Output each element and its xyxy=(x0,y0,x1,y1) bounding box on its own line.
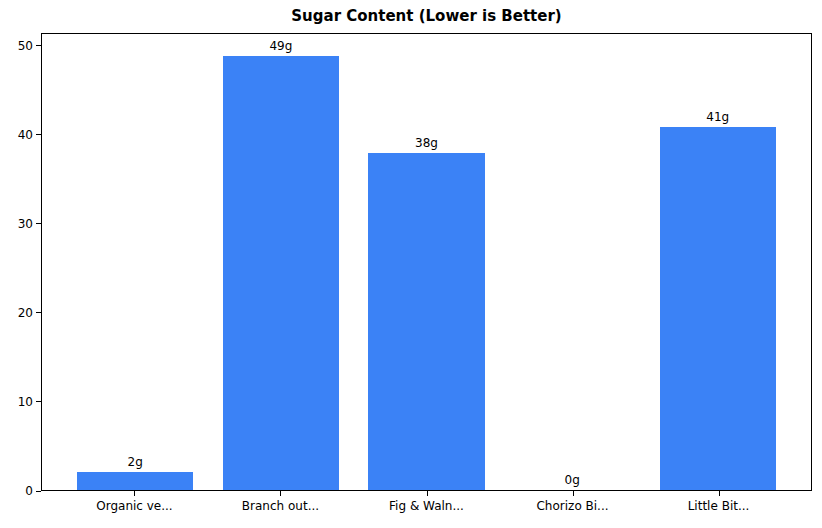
chart-title: Sugar Content (Lower is Better) xyxy=(41,7,812,25)
bar-value-label: 0g xyxy=(565,473,580,487)
y-axis-tick-mark xyxy=(36,223,41,224)
y-axis-tick-mark xyxy=(36,491,41,492)
bar-value-label: 38g xyxy=(415,136,438,150)
bar-value-label: 49g xyxy=(269,39,292,53)
bar xyxy=(77,472,194,490)
x-axis-category-label: Organic ve... xyxy=(96,499,172,513)
bar-chart-figure: Sugar Content (Lower is Better) 2g 49g 38g… xyxy=(0,0,822,528)
x-axis-tick-mark xyxy=(427,491,428,496)
x-axis-tick-mark xyxy=(280,491,281,496)
x-axis-category-label: Fig & Waln... xyxy=(389,499,464,513)
bar-value-label: 41g xyxy=(706,110,729,124)
bar xyxy=(660,127,777,490)
x-axis-tick-mark xyxy=(573,491,574,496)
plot-area: 2g 49g 38g 0g 41g xyxy=(41,33,812,491)
x-axis-tick-mark xyxy=(134,491,135,496)
x-axis-tick-mark xyxy=(719,491,720,496)
y-axis-tick-label: 40 xyxy=(5,128,33,142)
x-axis-category-label: Chorizo Bi... xyxy=(536,499,608,513)
y-axis-tick-label: 30 xyxy=(5,217,33,231)
y-axis-tick-label: 0 xyxy=(5,484,33,498)
y-axis-tick-mark xyxy=(36,312,41,313)
y-axis-tick-label: 10 xyxy=(5,395,33,409)
y-axis-tick-label: 50 xyxy=(5,39,33,53)
y-axis-tick-mark xyxy=(36,45,41,46)
bar xyxy=(223,56,340,490)
x-axis-category-label: Branch out... xyxy=(242,499,319,513)
bar-value-label: 2g xyxy=(128,455,143,469)
y-axis-tick-label: 20 xyxy=(5,306,33,320)
bar xyxy=(368,153,485,490)
y-axis-tick-mark xyxy=(36,134,41,135)
y-axis-tick-mark xyxy=(36,401,41,402)
x-axis-category-label: Little Bit... xyxy=(688,499,750,513)
